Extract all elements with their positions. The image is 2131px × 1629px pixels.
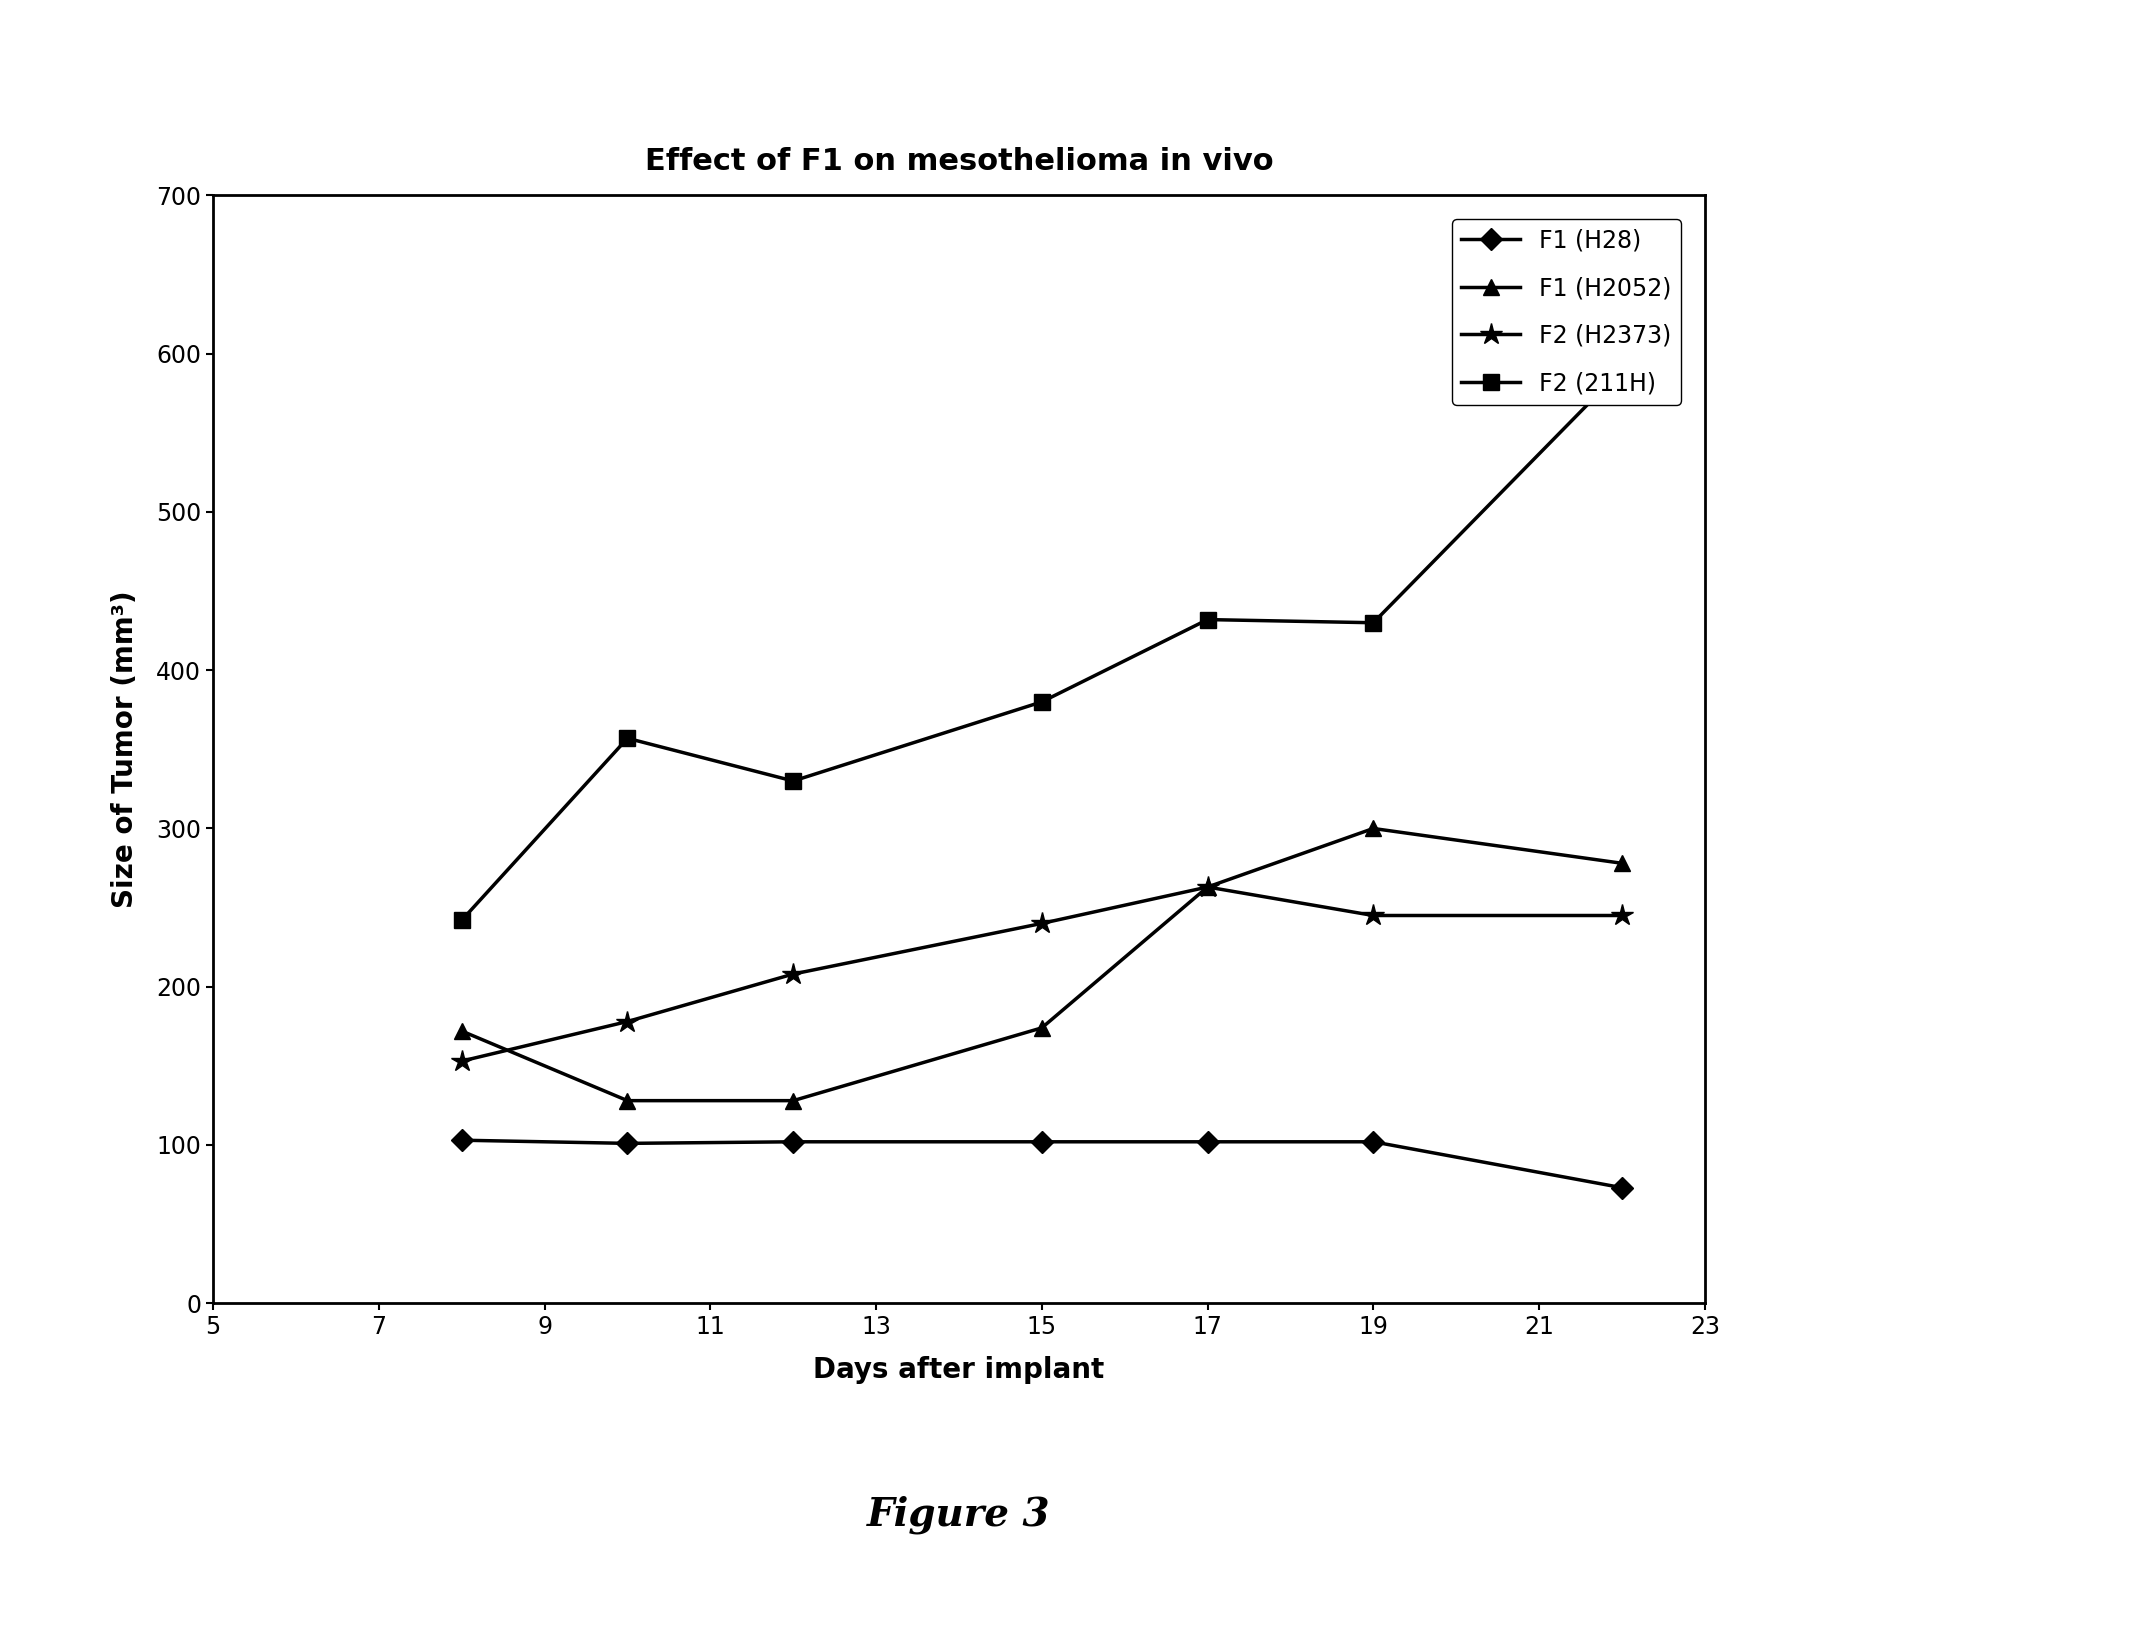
F2 (211H) — [1360, 613, 1385, 632]
Line: F1 (H28): F1 (H28) — [454, 1132, 1630, 1196]
F1 (H2052) — [1609, 854, 1634, 873]
F1 (H28) — [614, 1134, 639, 1153]
Title: Effect of F1 on mesothelioma in vivo: Effect of F1 on mesothelioma in vivo — [646, 148, 1272, 176]
F2 (211H) — [780, 771, 806, 790]
F1 (H2052) — [614, 1091, 639, 1111]
F1 (H2052) — [1029, 1018, 1055, 1038]
F2 (H2373) — [614, 1012, 639, 1031]
F1 (H28) — [1360, 1132, 1385, 1152]
F1 (H28) — [780, 1132, 806, 1152]
F1 (H2052) — [1360, 819, 1385, 839]
Y-axis label: Size of Tumor (mm³): Size of Tumor (mm³) — [111, 591, 139, 907]
F1 (H28) — [1195, 1132, 1221, 1152]
F1 (H2052) — [780, 1091, 806, 1111]
Line: F2 (211H): F2 (211H) — [454, 362, 1630, 929]
F2 (H2373) — [1195, 878, 1221, 898]
F2 (211H) — [450, 911, 475, 930]
F1 (H2052) — [450, 1021, 475, 1041]
F2 (211H) — [1029, 692, 1055, 712]
X-axis label: Days after implant: Days after implant — [814, 1355, 1104, 1383]
Text: Figure 3: Figure 3 — [867, 1495, 1051, 1535]
F1 (H2052) — [1195, 878, 1221, 898]
Legend: F1 (H28), F1 (H2052), F2 (H2373), F2 (211H): F1 (H28), F1 (H2052), F2 (H2373), F2 (21… — [1451, 218, 1681, 406]
F2 (211H) — [1609, 360, 1634, 380]
F2 (H2373) — [780, 964, 806, 984]
Line: F1 (H2052): F1 (H2052) — [454, 821, 1630, 1108]
F2 (211H) — [614, 728, 639, 748]
Line: F2 (H2373): F2 (H2373) — [450, 876, 1632, 1072]
F2 (211H) — [1195, 609, 1221, 629]
F2 (H2373) — [1029, 914, 1055, 933]
F1 (H28) — [1609, 1178, 1634, 1197]
F1 (H28) — [1029, 1132, 1055, 1152]
F2 (H2373) — [450, 1051, 475, 1070]
F2 (H2373) — [1360, 906, 1385, 925]
F2 (H2373) — [1609, 906, 1634, 925]
F1 (H28) — [450, 1131, 475, 1150]
